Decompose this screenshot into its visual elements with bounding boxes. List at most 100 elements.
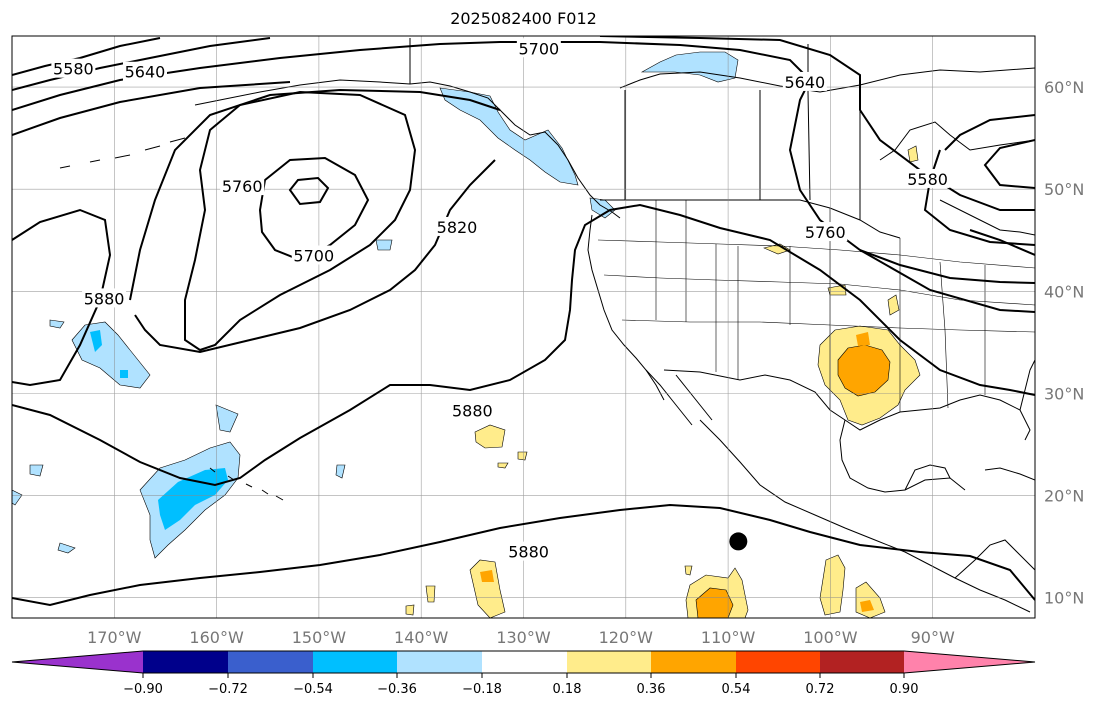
longitude-label: 140°W [394,628,449,647]
contour-5880-north [12,203,1035,487]
colorbar-tick-label: 0.36 [637,682,666,697]
mid-positive-2 [497,462,509,469]
colorbar-tick-label: −0.54 [293,682,333,697]
contour-label-bg [803,222,848,242]
hudson-bay-coast [879,121,1035,161]
contour-east-extra-2 [859,249,1035,313]
tropic-positive-6 [405,604,415,616]
position-marker [729,532,748,551]
mid-positive-3 [517,451,528,461]
tropic-positive-5 [425,585,436,603]
us-mexico-border [663,369,846,421]
longitude-label: 160°W [189,628,244,647]
colorbar-segment [397,651,482,673]
contour-label-bg [905,168,950,188]
west-pacific-negative-core-2 [120,370,128,378]
colorbar-tick-label: 0.18 [553,682,582,697]
colorbar [11,650,1036,674]
ne-positive-2 [827,284,847,296]
longitude-label: 130°W [496,628,551,647]
latitude-label: 50°N [1044,180,1084,199]
contour-east-extra-1 [969,229,1035,256]
small-negative-1 [49,319,65,329]
colorbar-tick-label: −0.72 [208,682,248,697]
contour-north-1 [12,41,540,111]
tropic-positive-2 [469,559,506,618]
colorbar-tick-label: −0.90 [123,682,163,697]
colorbar-segment [143,651,228,673]
contour-label: 5760 [805,223,846,242]
mexico-gulf-coast [839,419,966,493]
us-canada-border [600,199,901,239]
texas-positive-2 [856,332,870,346]
contour-label: 5820 [437,218,478,237]
contour-label: 5580 [53,60,94,79]
contour-label: 5640 [125,63,166,82]
small-negative-4 [57,542,76,554]
colorbar-segment [736,651,820,673]
small-negative-7 [12,489,23,506]
graticule [12,36,1035,618]
colorbar-tick-label: −0.36 [377,682,417,697]
latitude-label: 30°N [1044,384,1084,403]
contour-5700-ring [258,156,370,262]
yucatan [904,464,951,491]
latitude-label: 40°N [1044,282,1084,301]
small-negative-5 [335,464,346,479]
colorbar-segment [313,651,397,673]
contour-label: 5700 [518,39,559,58]
texas-positive-core [837,344,891,397]
alaska-coast-negative [439,87,579,186]
mexico-pacific-coast [699,419,1031,613]
latitude-label: 10°N [1044,589,1084,608]
contour-label-bg [450,400,495,420]
contour-label-bg [51,58,96,78]
longitude-label: 120°W [599,628,654,647]
latitude-label: 20°N [1044,486,1084,505]
florida-coast [1019,359,1035,411]
canada-province-border-3 [807,44,811,201]
contour-label-bg [82,288,127,308]
contour-5580-west [12,37,161,76]
height-contours [12,36,1035,607]
contour-label: 5880 [508,543,549,562]
contour-label: 5880 [84,289,125,308]
contour-label: 5640 [784,73,825,92]
small-negative-3 [29,464,44,477]
longitude-labels: 170°W 160°W 150°W 140°W 130°W 120°W 110°W 100°W… [87,628,955,647]
us-state-lines [597,200,1035,412]
hawaii-islands [209,467,284,501]
contour-label: 5760 [222,177,263,196]
west-pacific-negative-core [90,330,102,352]
contour-labels: 5580 5640 5700 5640 5760 5700 5820 5760 5580 5880… [51,38,950,562]
contour-label-bg [506,541,551,561]
tropic-positive-1-core [695,587,734,618]
contour-label: 5880 [452,402,493,421]
colorbar-tick-label: 0.90 [890,682,919,697]
contour-label-bg [291,245,336,265]
baja-peninsula [645,369,713,426]
tropic-positive-3 [819,554,846,616]
tropic-positive-2-core [480,570,494,582]
contour-5880-south [12,503,1035,607]
cuba [984,467,1035,481]
tropic-positive-4-core [860,600,874,612]
latitude-labels: 60°N 50°N 40°N 30°N 20°N 10°N [1044,78,1084,608]
contour-5760-ring [184,90,417,352]
contour-label: 5580 [907,170,948,189]
longitude-label: 100°W [803,628,858,647]
east-canada-coast [939,199,1035,236]
colorbar-segment [651,651,736,673]
longitude-label: 150°W [292,628,347,647]
longitude-label: 110°W [701,628,756,647]
colorbar-extend-low [12,651,143,673]
central-america [954,539,1035,579]
contour-5640-upper [599,36,1035,211]
contour-label: 5700 [293,247,334,266]
colorbar-extend-high [904,651,1035,673]
contour-label-bg [516,38,561,58]
colorbar-tick-label: 0.72 [806,682,835,697]
contour-label-bg [122,61,167,81]
contour-5820 [12,88,501,387]
